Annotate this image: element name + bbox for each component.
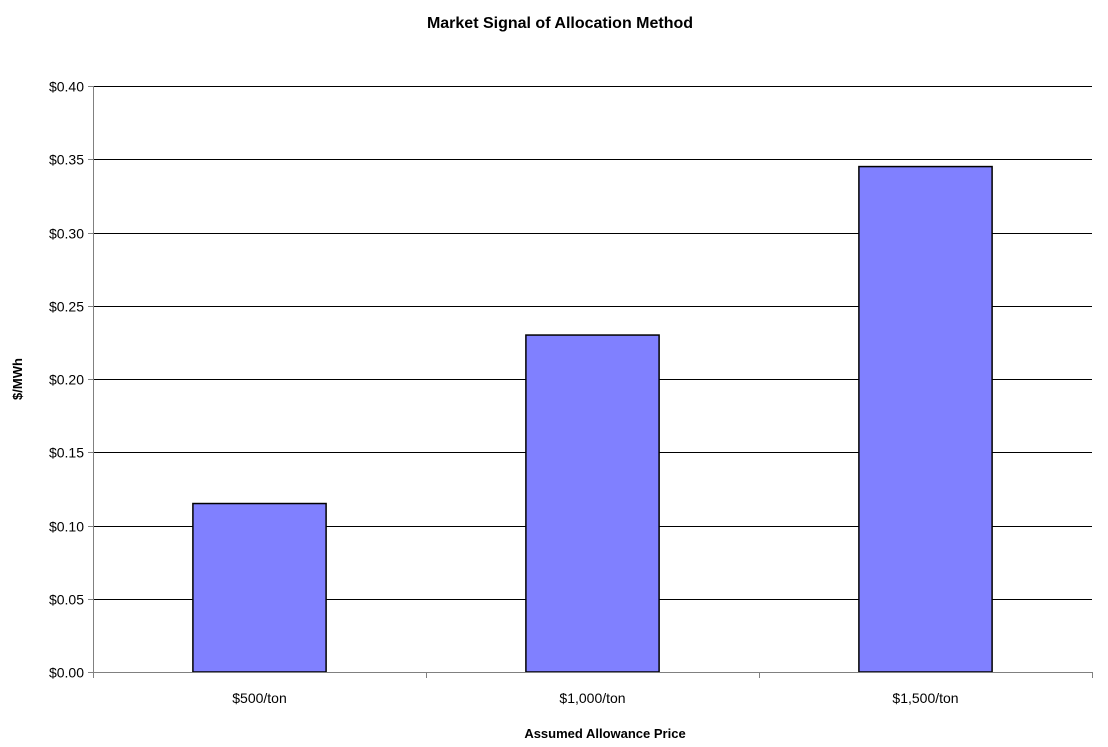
- bar-2: [525, 334, 660, 673]
- x-tick-label: $1,000/ton: [559, 690, 625, 706]
- y-tick-labels: $0.00 $0.05 $0.10 $0.15 $0.20 $0.25 $0.30 $0.35…: [49, 79, 84, 681]
- y-tick-label: $0.20: [49, 372, 84, 388]
- y-tick-label: $0.15: [49, 445, 84, 461]
- bars: [192, 165, 993, 673]
- y-tick-label: $0.35: [49, 152, 84, 168]
- y-tick-label: $0.30: [49, 226, 84, 242]
- x-tick-label: $500/ton: [232, 690, 287, 706]
- y-axis-title: $/MWh: [10, 358, 25, 400]
- axes: [88, 86, 1093, 678]
- x-tick-label: $1,500/ton: [892, 690, 958, 706]
- bar-1: [192, 502, 327, 673]
- y-tick-label: $0.10: [49, 519, 84, 535]
- chart-title: Market Signal of Allocation Method: [427, 15, 693, 32]
- x-tick-labels: $500/ton $1,000/ton $1,500/ton: [232, 690, 958, 706]
- y-tick-label: $0.05: [49, 592, 84, 608]
- y-tick-label: $0.40: [49, 79, 84, 95]
- y-tick-label: $0.00: [49, 665, 84, 681]
- x-axis-title: Assumed Allowance Price: [524, 726, 685, 741]
- bar-3: [858, 165, 993, 673]
- y-tick-label: $0.25: [49, 299, 84, 315]
